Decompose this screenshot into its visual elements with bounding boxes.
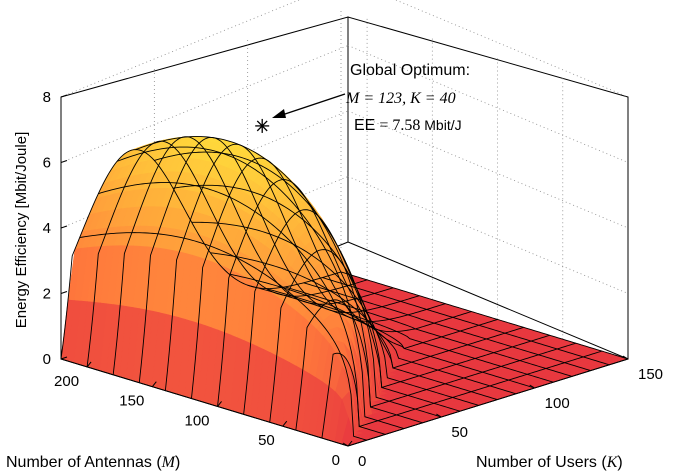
mesh-line (86, 140, 368, 367)
mesh-line (247, 284, 535, 389)
m-tick (282, 420, 288, 427)
grid-line (347, 110, 629, 229)
mesh-line (284, 286, 573, 377)
mesh-line (116, 146, 405, 430)
grid-lines (60, 0, 629, 340)
z-tick-label: 4 (43, 220, 51, 237)
mesh-line (60, 149, 342, 360)
z-tick (60, 94, 68, 98)
m-axis-ticks: 0 50 100 150 200 (54, 361, 353, 469)
annotation-arrow-head (272, 109, 286, 118)
m-tick-label: 0 (332, 452, 340, 469)
mesh-line (79, 232, 367, 441)
mesh-line (266, 288, 554, 383)
annotation-title: Global Optimum: (350, 62, 470, 79)
k-tick (529, 384, 535, 389)
k-tick-label: 100 (545, 395, 570, 412)
k-axis-label: Number of Users (K) (476, 454, 623, 471)
optimum-marker-stroke (256, 120, 268, 132)
k-tick (622, 355, 629, 360)
mesh-line (112, 136, 394, 375)
grid-line (394, 0, 629, 98)
m-tick-label: 150 (119, 393, 144, 410)
m-tick (347, 440, 353, 447)
optimum-marker (255, 118, 270, 133)
mesh-line (321, 350, 603, 439)
m-tick (151, 381, 157, 387)
z-tick (60, 356, 68, 360)
mesh-line (340, 271, 629, 360)
m-tick-label: 200 (54, 373, 79, 390)
z-axis-ticks: 0 2 4 6 8 (43, 89, 68, 368)
mesh-line (243, 209, 524, 415)
z-tick-label: 2 (43, 286, 51, 303)
mesh-line (154, 151, 442, 418)
k-tick-label: 150 (638, 366, 663, 383)
z-tick (60, 225, 68, 229)
z-tick-label: 8 (43, 89, 51, 106)
annotation-arrow-line (275, 93, 346, 118)
z-tick-label: 6 (43, 155, 51, 172)
k-axis-line (347, 358, 629, 447)
mesh-line (191, 157, 472, 399)
mesh-line (295, 299, 576, 431)
k-tick (342, 442, 349, 447)
optimum-annotation: Global Optimum: M = 123, K = 40 EE = 7.5… (272, 62, 470, 134)
z-tick (60, 291, 68, 294)
m-axis-label: Number of Antennas (M) (6, 454, 180, 471)
z-axis-label: Energy Efficiency [Mbit/Joule] (13, 132, 30, 328)
mesh-line (98, 182, 386, 435)
k-tick-label: 50 (451, 424, 468, 441)
k-axis-ticks: 0 50 100 150 (342, 355, 663, 470)
z-tick-label: 0 (43, 351, 51, 368)
grid-line (347, 176, 629, 294)
m-tick-label: 100 (185, 412, 210, 429)
annotation-line1: M = 123, K = 40 (345, 90, 456, 107)
mesh-line (303, 282, 591, 372)
mesh-line (322, 277, 610, 366)
annotation-line2: EE = 7.58 Mbit/J (354, 117, 462, 134)
mesh-line (217, 179, 498, 407)
m-tick (86, 361, 92, 368)
k-tick-label: 0 (358, 453, 366, 470)
grid-line (347, 45, 629, 163)
m-axis-line (60, 358, 349, 447)
mesh-line (172, 184, 461, 412)
k-tick (436, 413, 442, 418)
m-tick-label: 50 (258, 432, 275, 449)
z-tick (60, 160, 68, 163)
mesh-line (269, 249, 550, 423)
mesh-line (164, 143, 446, 391)
m-tick (217, 401, 222, 407)
